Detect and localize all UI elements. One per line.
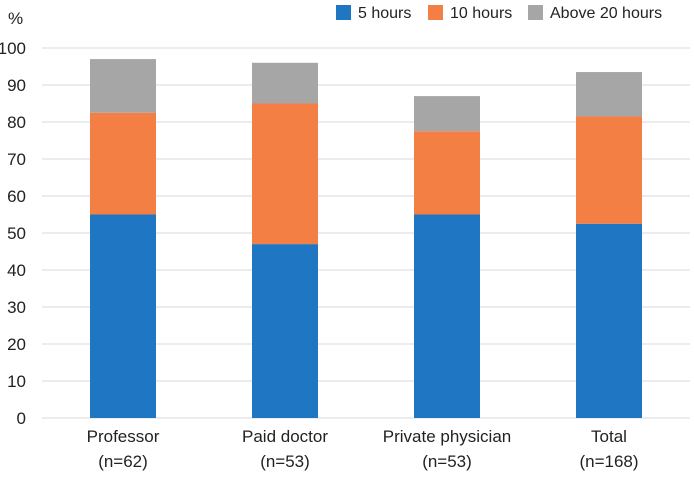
bar-professor-5-hours: [90, 214, 156, 418]
legend-label-0: 5 hours: [358, 5, 411, 22]
y-tick-label-30: 30: [7, 298, 26, 317]
bar-total-10-hours: [576, 116, 642, 224]
legend-swatch-1: [428, 5, 443, 20]
bar-professor-above-20-hours: [90, 59, 156, 113]
x-category-count-label: (n=53): [422, 452, 472, 471]
y-tick-label-40: 40: [7, 261, 26, 280]
bar-private-physician-10-hours: [414, 131, 480, 215]
x-category-count-label: (n=168): [579, 452, 638, 471]
y-tick-label-60: 60: [7, 187, 26, 206]
y-tick-label-20: 20: [7, 335, 26, 354]
bar-paid-doctor-10-hours: [252, 103, 318, 245]
y-tick-label-10: 10: [7, 372, 26, 391]
y-tick-label-70: 70: [7, 150, 26, 169]
bar-paid-doctor-5-hours: [252, 244, 318, 418]
x-category-label: Professor: [87, 427, 160, 446]
y-tick-label-80: 80: [7, 113, 26, 132]
bar-private-physician-5-hours: [414, 214, 480, 418]
legend-swatch-0: [336, 5, 351, 20]
legend-label-1: 10 hours: [450, 5, 512, 22]
bars: [90, 59, 642, 418]
y-tick-label-100: 100: [0, 39, 26, 58]
x-category-label: Paid doctor: [242, 427, 328, 446]
x-category-count-label: (n=53): [260, 452, 310, 471]
legend-swatch-2: [528, 5, 543, 20]
y-tick-label-0: 0: [17, 409, 26, 428]
bar-private-physician-above-20-hours: [414, 96, 480, 132]
legend-label-2: Above 20 hours: [550, 5, 662, 22]
x-category-label: Total: [591, 427, 627, 446]
x-category-count-label: (n=62): [98, 452, 148, 471]
y-tick-label-50: 50: [7, 224, 26, 243]
y-tick-label-90: 90: [7, 76, 26, 95]
x-category-label: Private physician: [383, 427, 512, 446]
bar-total-above-20-hours: [576, 72, 642, 117]
y-axis-unit-label: %: [8, 9, 23, 28]
bar-professor-10-hours: [90, 112, 156, 215]
y-axis-ticks: 0 10 20 30 40 50 60 70 80 90 100: [0, 39, 26, 428]
bar-total-5-hours: [576, 223, 642, 418]
x-axis-labels: Professor (n=62) Paid doctor (n=53) Private …: [87, 427, 639, 471]
legend: 5 hours 10 hours Above 20 hours: [336, 5, 662, 22]
bar-paid-doctor-above-20-hours: [252, 62, 318, 104]
